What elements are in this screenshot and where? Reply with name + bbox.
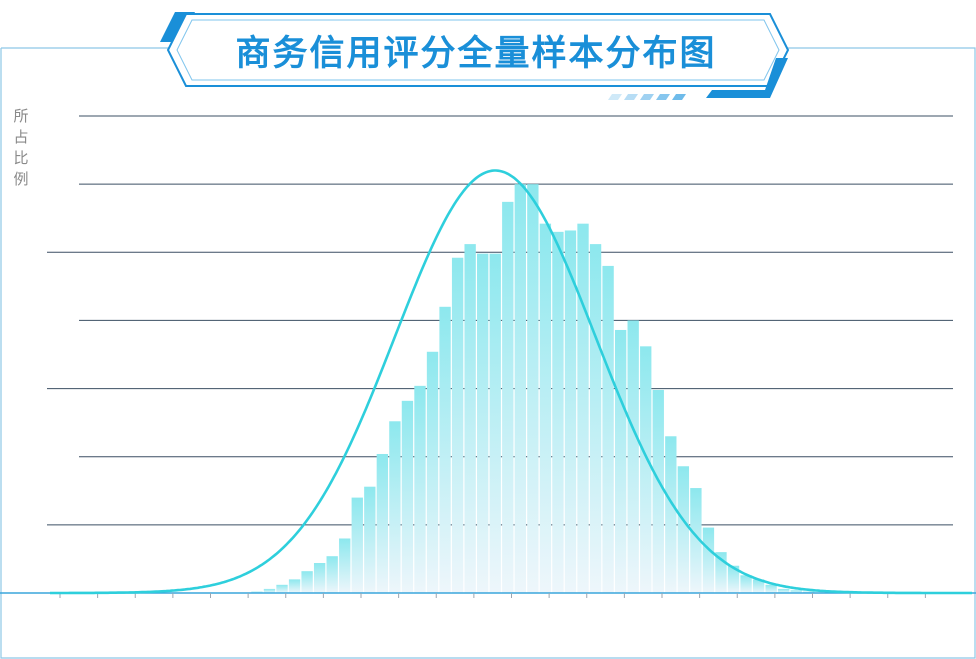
histogram-bar bbox=[652, 389, 664, 593]
histogram-bar bbox=[690, 488, 702, 593]
histogram-bar bbox=[527, 184, 539, 593]
histogram-bar bbox=[752, 579, 765, 593]
histogram-bar bbox=[640, 346, 652, 593]
title-banner-inner bbox=[176, 19, 780, 81]
histogram-bar bbox=[602, 265, 614, 593]
normal-curve bbox=[50, 169, 972, 595]
histogram-bar bbox=[589, 244, 602, 593]
histogram-bar bbox=[790, 590, 802, 593]
histogram-bar bbox=[614, 329, 627, 593]
histogram-bar bbox=[351, 497, 363, 593]
histogram-bar bbox=[627, 320, 639, 593]
histogram-bar bbox=[702, 527, 715, 593]
histogram-bar bbox=[715, 552, 727, 593]
histogram-bar bbox=[426, 351, 439, 593]
x-axis bbox=[0, 592, 976, 598]
histogram-bar bbox=[765, 584, 777, 593]
histogram-bar bbox=[514, 184, 526, 593]
histogram-bar bbox=[778, 588, 790, 593]
histogram-bar bbox=[376, 453, 389, 593]
histogram-bar bbox=[727, 565, 740, 593]
histogram-bar bbox=[414, 385, 426, 593]
normal-curve-line bbox=[50, 169, 972, 595]
histogram-bar bbox=[564, 230, 577, 594]
histogram-bar bbox=[263, 588, 276, 593]
histogram-bar bbox=[401, 400, 414, 593]
banner-corner-right bbox=[706, 58, 788, 98]
histogram-bar bbox=[276, 584, 288, 593]
histogram-bar bbox=[665, 436, 677, 593]
histogram-bar bbox=[464, 244, 476, 593]
histogram-bar bbox=[552, 231, 564, 594]
histogram-bar bbox=[451, 257, 464, 593]
histogram-bar bbox=[539, 223, 552, 593]
histogram-bar bbox=[439, 306, 451, 593]
histogram-bar bbox=[301, 571, 313, 593]
chart-title: 商务信用评分全量样本分布图 bbox=[235, 33, 717, 74]
histogram-bar bbox=[477, 253, 489, 594]
histogram-bar bbox=[577, 223, 589, 593]
histogram-bar bbox=[502, 201, 514, 594]
histogram-bar bbox=[364, 486, 376, 593]
histogram-bar bbox=[326, 556, 338, 593]
histogram-bar bbox=[389, 421, 401, 593]
histogram-bar bbox=[339, 538, 351, 593]
histogram-bar bbox=[740, 575, 752, 593]
histogram-bar bbox=[288, 579, 301, 593]
histogram-bar bbox=[489, 253, 501, 594]
histogram-bar bbox=[677, 466, 690, 593]
bar-series bbox=[251, 184, 815, 594]
histogram-bar bbox=[313, 563, 326, 593]
y-axis-label: 所占比例 bbox=[13, 107, 29, 188]
